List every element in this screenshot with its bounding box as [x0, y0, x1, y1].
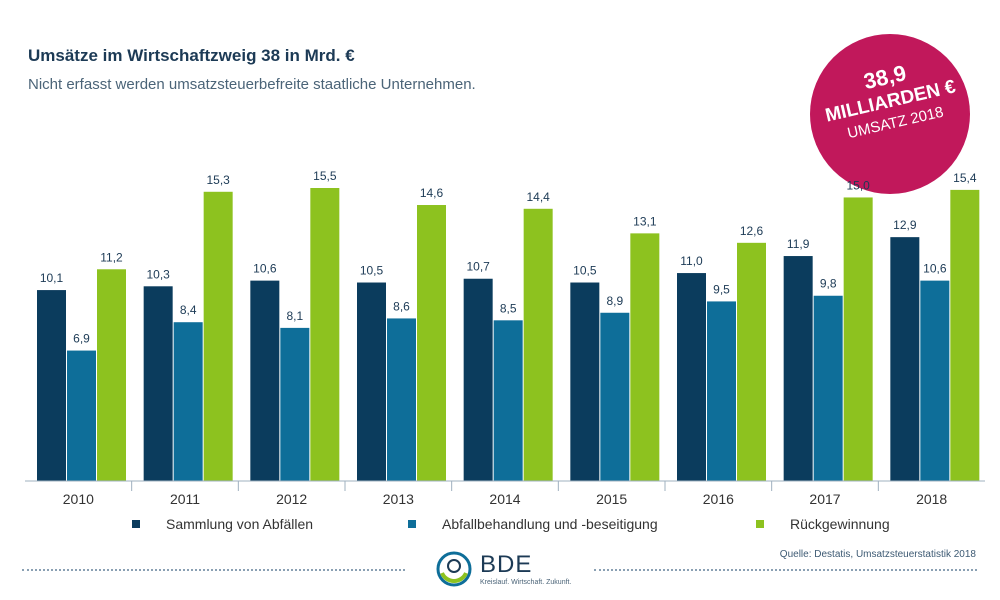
data-label-2010-series-1: 10,1 — [40, 271, 64, 285]
bar-2014-series-3 — [523, 208, 553, 481]
data-label-2018-series-3: 15,4 — [953, 171, 977, 185]
x-tick-label-2010: 2010 — [63, 491, 94, 507]
data-label-2017-series-2: 9,8 — [820, 277, 837, 291]
bar-2012-series-2 — [280, 327, 310, 481]
legend-label-abfallbehandlung: Abfallbehandlung und -beseitigung — [442, 516, 658, 532]
x-tick-label-2015: 2015 — [596, 491, 627, 507]
data-label-2014-series-1: 10,7 — [466, 260, 490, 274]
bar-2018-series-1 — [890, 237, 920, 481]
chart-legend: Sammlung von Abfällen Abfallbehandlung u… — [0, 516, 1000, 536]
bar-2017-series-3 — [843, 197, 873, 482]
data-label-2017-series-1: 11,9 — [787, 237, 810, 251]
data-label-2014-series-3: 14,4 — [526, 190, 550, 204]
x-tick-label-2013: 2013 — [383, 491, 414, 507]
bar-2011-series-2 — [173, 322, 203, 481]
x-tick-label-2017: 2017 — [809, 491, 840, 507]
bde-logo: BDE Kreislauf. Wirtschaft. Zukunft. — [428, 548, 588, 592]
chart-subtitle: Nicht erfasst werden umsatzsteuerbefreit… — [28, 76, 476, 93]
bar-2017-series-1 — [783, 256, 813, 481]
data-label-2015-series-3: 13,1 — [633, 214, 657, 228]
divider-left — [22, 569, 405, 571]
data-label-2016-series-2: 9,5 — [713, 282, 730, 296]
x-tick-label-2014: 2014 — [489, 491, 520, 507]
bar-2015-series-1 — [570, 282, 600, 481]
bar-2016-series-2 — [707, 301, 736, 481]
bar-2013-series-3 — [417, 205, 446, 481]
bar-2015-series-2 — [600, 312, 630, 481]
revenue-badge: 38,9 MILLIARDEN € UMSATZ 2018 — [810, 34, 970, 194]
bar-2015-series-3 — [630, 233, 660, 481]
bar-2016-series-1 — [677, 273, 706, 481]
legend-swatch-abfallbehandlung — [408, 520, 416, 528]
logo-tagline: Kreislauf. Wirtschaft. Zukunft. — [480, 579, 572, 586]
divider-right — [594, 569, 977, 571]
data-label-2013-series-1: 10,5 — [360, 264, 384, 278]
bar-2018-series-3 — [950, 189, 980, 481]
x-tick-label-2012: 2012 — [276, 491, 307, 507]
legend-item-sammlung: Sammlung von Abfällen — [132, 516, 313, 532]
data-label-2016-series-1: 11,0 — [680, 254, 703, 268]
data-label-2018-series-2: 10,6 — [923, 262, 947, 276]
legend-item-abfallbehandlung: Abfallbehandlung und -beseitigung — [408, 516, 658, 532]
data-label-2010-series-2: 6,9 — [73, 332, 90, 346]
bar-2010-series-2 — [67, 350, 96, 481]
legend-label-rueckgewinnung: Rückgewinnung — [790, 516, 890, 532]
bar-2014-series-1 — [463, 278, 493, 481]
data-label-2012-series-1: 10,6 — [253, 262, 277, 276]
data-label-2015-series-2: 8,9 — [606, 294, 623, 308]
legend-swatch-rueckgewinnung — [756, 520, 764, 528]
legend-swatch-sammlung — [132, 520, 140, 528]
data-label-2011-series-2: 8,4 — [180, 303, 197, 317]
bar-2012-series-3 — [310, 188, 340, 481]
data-label-2012-series-3: 15,5 — [313, 169, 337, 183]
bar-2014-series-2 — [493, 320, 523, 481]
bar-2013-series-1 — [357, 282, 386, 481]
data-label-2013-series-3: 14,6 — [420, 186, 444, 200]
data-label-2011-series-3: 15,3 — [206, 173, 230, 187]
x-tick-label-2018: 2018 — [916, 491, 947, 507]
bar-2010-series-1 — [37, 290, 66, 481]
bde-logo-icon — [436, 551, 472, 587]
data-label-2010-series-3: 11,2 — [100, 250, 123, 264]
bar-2012-series-1 — [250, 280, 280, 481]
bar-2018-series-2 — [920, 280, 950, 481]
bar-2013-series-2 — [387, 318, 416, 481]
data-label-2013-series-2: 8,6 — [393, 299, 410, 313]
data-label-2011-series-1: 10,3 — [146, 267, 170, 281]
data-label-2012-series-2: 8,1 — [286, 309, 303, 323]
legend-label-sammlung: Sammlung von Abfällen — [166, 516, 314, 532]
bar-2017-series-2 — [813, 295, 843, 481]
bar-2011-series-1 — [143, 286, 173, 481]
data-label-2018-series-1: 12,9 — [893, 218, 917, 232]
bar-2011-series-3 — [203, 191, 233, 481]
bar-2016-series-3 — [737, 242, 766, 481]
legend-item-rueckgewinnung: Rückgewinnung — [756, 516, 890, 532]
x-tick-label-2011: 2011 — [170, 491, 200, 507]
logo-name: BDE — [480, 551, 533, 578]
data-label-2014-series-2: 8,5 — [500, 301, 517, 315]
chart-title: Umsätze im Wirtschaftzweig 38 in Mrd. € — [28, 46, 355, 65]
x-tick-label-2016: 2016 — [703, 491, 734, 507]
bar-2010-series-3 — [97, 269, 126, 481]
data-label-2017-series-3: 15,0 — [846, 178, 870, 192]
data-label-2016-series-3: 12,6 — [740, 224, 764, 238]
data-label-2015-series-1: 10,5 — [573, 264, 597, 278]
source-note: Quelle: Destatis, Umsatzsteuerstatistik … — [779, 549, 976, 560]
